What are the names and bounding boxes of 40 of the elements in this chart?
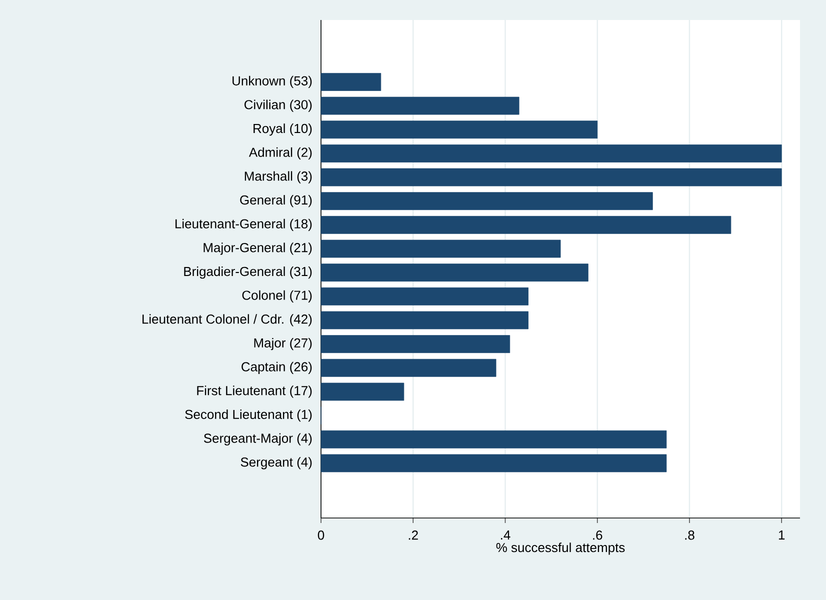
y-tick-label: Major (27): [254, 338, 312, 350]
bar: [320, 216, 732, 234]
x-tick-label: 0: [318, 530, 324, 540]
bar: [320, 73, 382, 91]
bar: [320, 144, 782, 162]
bar: [320, 358, 496, 377]
bar: [320, 430, 667, 448]
bar: [320, 264, 588, 282]
y-tick-label: Major-General (21): [204, 242, 312, 255]
x-tick-label: 1: [778, 530, 785, 540]
bar: [320, 120, 598, 139]
y-tick-label: Admiral (2): [248, 147, 312, 160]
y-tick-label: Royal (10): [254, 124, 312, 136]
bar: [320, 240, 561, 258]
x-axis-title: % successful attempts: [496, 542, 625, 555]
bar: [320, 454, 667, 472]
y-tick-label: Civilian (30): [244, 100, 312, 112]
y-tick-label: First Lieutenant (17): [197, 386, 312, 398]
y-tick-label: Lieutenant Colonel / Cdr. (42): [142, 314, 312, 326]
y-tick-label: Second Lieutenant (1): [185, 409, 312, 422]
x-tick-label: .4: [501, 530, 510, 540]
y-tick-label: General (91): [240, 195, 312, 208]
x-tick-label: .6: [593, 530, 602, 540]
bar: [320, 382, 404, 401]
y-tick-label: Captain (26): [242, 362, 312, 374]
bar: [320, 335, 510, 354]
bar: [320, 168, 782, 186]
bar: [320, 311, 528, 330]
y-tick-label: Colonel (71): [242, 290, 312, 302]
x-tick-label: .2: [408, 530, 418, 540]
bar: [320, 96, 520, 115]
y-tick-label: Marshall (3): [244, 171, 312, 184]
y-tick-label: Sergeant (4): [240, 457, 312, 470]
y-tick-label: Sergeant-Major (4): [204, 433, 312, 446]
x-tick-label: .8: [685, 530, 694, 540]
y-tick-label: Unknown (53): [232, 76, 312, 88]
y-tick-label: Lieutenant-General (18): [176, 218, 312, 231]
y-tick-label: Brigadier-General (31): [184, 266, 312, 279]
bar: [320, 287, 528, 306]
bar: [320, 192, 653, 210]
